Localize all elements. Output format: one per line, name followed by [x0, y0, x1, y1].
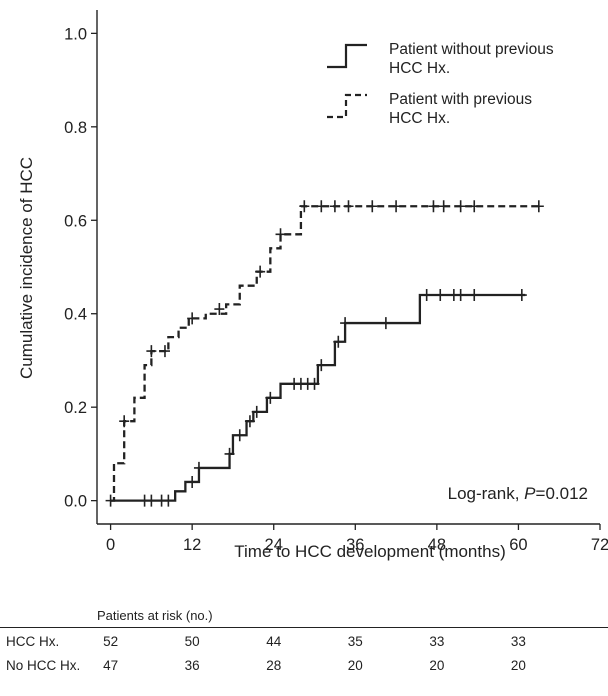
- legend-swatch-1: [327, 43, 367, 69]
- risk-table-title: Patients at risk (no.): [97, 608, 213, 623]
- censor-mark-series-2: [391, 200, 402, 213]
- censor-mark-series-1: [187, 475, 198, 488]
- censor-mark-series-2: [343, 200, 354, 213]
- censor-mark-series-1: [193, 461, 204, 474]
- censor-mark-series-1: [380, 317, 391, 330]
- legend-label: HCC Hx.: [389, 110, 450, 127]
- risk-cell: 33: [429, 634, 445, 649]
- x-tick-label: 12: [183, 536, 201, 554]
- legend: Patient without previous HCC Hx. Patient w…: [327, 41, 554, 127]
- risk-cell: 28: [266, 658, 282, 673]
- censor-mark-series-2: [255, 265, 266, 278]
- risk-cell: 44: [266, 634, 282, 649]
- censor-mark-series-1: [309, 377, 320, 390]
- annotation-prefix: Log-rank,: [448, 484, 525, 503]
- censor-mark-series-1: [244, 415, 255, 428]
- censor-mark-series-2: [146, 345, 157, 358]
- chart-svg: 0.0 0.2 0.4 0.6 0.8 1.0 0 12 24 36 48 60 72 Patient …: [17, 10, 608, 561]
- y-tick-label: 0.4: [64, 306, 87, 324]
- risk-cell: 20: [347, 658, 363, 673]
- censor-mark-series-2: [275, 228, 286, 241]
- legend-label: Patient without previous: [389, 41, 554, 58]
- risk-table-divider: [0, 627, 608, 628]
- censor-mark-series-2: [533, 200, 544, 213]
- risk-cell: 33: [510, 634, 526, 649]
- log-rank-annotation: Log-rank, P=0.012: [448, 484, 588, 503]
- risk-cell: 47: [103, 658, 119, 673]
- km-chart: 0.0 0.2 0.4 0.6 0.8 1.0 0 12 24 36 48 60 72 Patient …: [17, 10, 608, 561]
- censor-mark-series-2: [316, 200, 327, 213]
- censor-mark-series-1: [421, 289, 432, 302]
- risk-table: Patients at risk (no.) HCC Hx. 52 50 44 35 33…: [0, 600, 608, 696]
- x-tick-label: 0: [106, 536, 115, 554]
- annotation-value: =0.012: [536, 484, 588, 503]
- x-tick-label: 36: [346, 536, 364, 554]
- censor-mark-series-2: [455, 200, 466, 213]
- censor-mark-series-1: [234, 429, 245, 442]
- x-tick-label: 24: [265, 536, 283, 554]
- censor-mark-series-2: [329, 200, 340, 213]
- legend-label: HCC Hx.: [389, 60, 450, 77]
- risk-cell: 20: [510, 658, 526, 673]
- annotation-p-label: P: [524, 484, 536, 503]
- censor-mark-series-1: [163, 494, 174, 507]
- censor-mark-series-1: [333, 335, 344, 348]
- x-tick-label: 72: [591, 536, 608, 554]
- risk-table-row: HCC Hx. 52 50 44 35 33 33: [0, 632, 608, 654]
- censor-mark-series-1: [435, 289, 446, 302]
- risk-table-row: No HCC Hx. 47 36 28 20 20 20: [0, 656, 608, 678]
- x-tick-label: 60: [509, 536, 527, 554]
- censor-mark-series-2: [187, 312, 198, 325]
- censor-mark-series-2: [469, 200, 480, 213]
- y-tick-label: 0.0: [64, 493, 87, 511]
- censor-mark-series-1: [469, 289, 480, 302]
- y-tick-label: 0.2: [64, 399, 87, 417]
- censor-mark-series-1: [224, 447, 235, 460]
- risk-cell: 52: [103, 634, 119, 649]
- y-tick-label: 1.0: [64, 25, 87, 43]
- censor-mark-series-1: [265, 391, 276, 404]
- series-line-2: [110, 205, 539, 502]
- censor-mark-series-2: [428, 200, 439, 213]
- censor-mark-series-1: [455, 289, 466, 302]
- censor-mark-series-1: [516, 289, 527, 302]
- legend-swatch-2: [327, 93, 367, 119]
- legend-label: Patient with previous: [389, 91, 532, 108]
- x-tick-label: 48: [428, 536, 446, 554]
- risk-cell: 35: [347, 634, 363, 649]
- censor-mark-series-2: [438, 200, 449, 213]
- x-axis-label: Time to HCC development (months): [234, 542, 505, 561]
- y-axis-label: Cumulative incidence of HCC: [17, 157, 36, 379]
- censor-mark-series-1: [316, 359, 327, 372]
- axes: 0.0 0.2 0.4 0.6 0.8 1.0 0 12 24 36 48 60 72: [64, 10, 608, 554]
- series-layer: [105, 200, 544, 507]
- risk-cell: 36: [184, 658, 200, 673]
- censor-mark-series-2: [299, 200, 310, 213]
- censor-mark-series-2: [119, 415, 130, 428]
- censor-mark-series-2: [367, 200, 378, 213]
- risk-row-label: No HCC Hx.: [6, 658, 81, 673]
- risk-cell: 50: [184, 634, 200, 649]
- censor-mark-series-2: [214, 303, 225, 316]
- y-tick-label: 0.6: [64, 212, 87, 230]
- y-tick-label: 0.8: [64, 119, 87, 137]
- series-line-1: [110, 293, 526, 502]
- risk-row-label: HCC Hx.: [6, 634, 60, 649]
- risk-cell: 20: [429, 658, 445, 673]
- censor-mark-series-1: [340, 317, 351, 330]
- censor-mark-series-1: [251, 405, 262, 418]
- censor-mark-series-1: [146, 494, 157, 507]
- censor-mark-series-2: [159, 345, 170, 358]
